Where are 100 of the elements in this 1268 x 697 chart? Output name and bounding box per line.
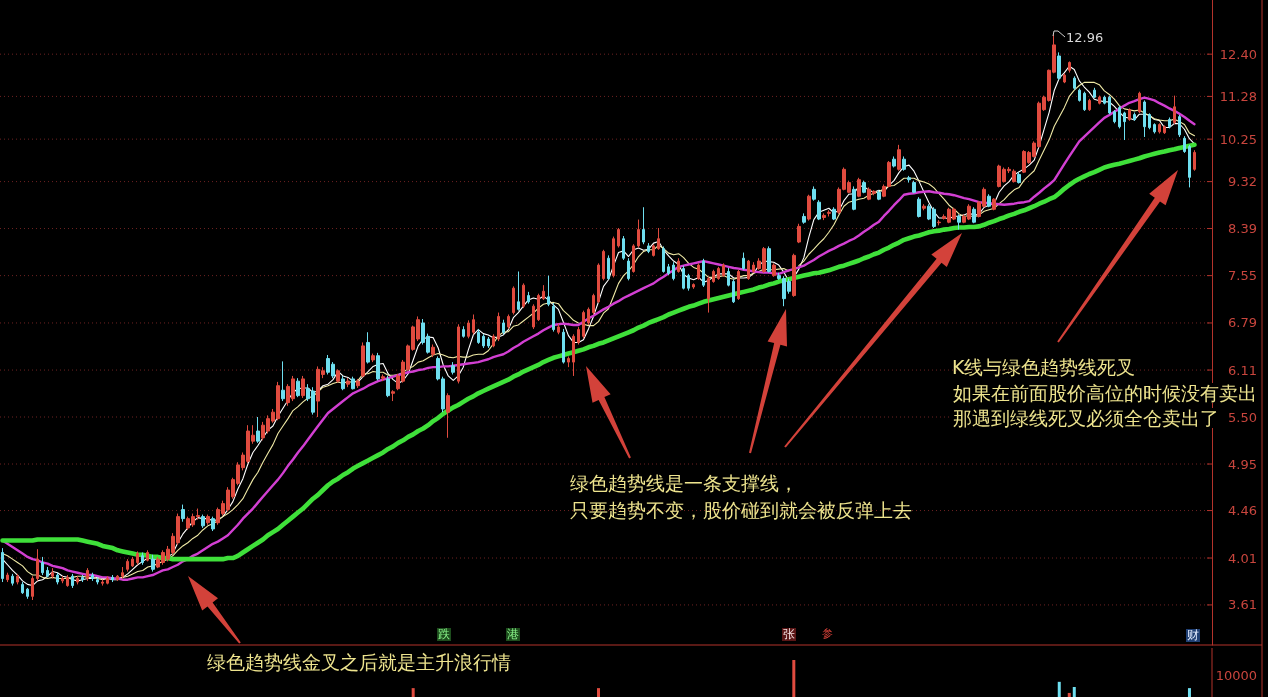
candlestick [206,514,210,526]
candlestick [792,253,796,298]
candlestick [1083,91,1086,112]
candlestick [587,306,590,326]
candlestick [897,144,901,172]
candlestick [482,333,485,349]
candlestick [807,194,811,222]
y-tick-label: 3.61 [1228,597,1257,613]
y-tick-label: 4.46 [1228,503,1257,519]
y-tick-label: 9.32 [1228,174,1257,190]
candlestick [1,547,4,583]
candlestick [46,566,49,578]
candlestick [296,377,300,398]
candlestick [1093,87,1096,99]
candlestick [1113,109,1116,124]
annotation: 跌 [437,627,451,641]
candlestick [211,516,215,532]
candlestick [141,551,144,566]
y-tick-label: 6.11 [1228,362,1257,378]
candlestick [642,206,645,245]
candlestick [732,278,735,304]
candlestick [91,572,94,582]
candlestick [937,219,941,226]
candlestick [1068,60,1071,74]
candlestick [181,504,185,523]
candlestick [512,285,515,315]
candlestick [1133,112,1136,122]
candlestick [687,273,690,292]
candlestick [371,353,375,363]
candlestick [1063,72,1066,84]
candlestick [51,567,54,580]
annotation: 12.96 [1066,30,1104,45]
candlestick [567,355,570,368]
candlestick [431,344,435,358]
candlestick [802,212,806,225]
candlestick [702,258,705,288]
candlestick [747,259,750,281]
bar [792,660,796,697]
annotation: 参 [822,627,833,640]
y-tick-label: 4.95 [1228,456,1257,472]
candlestick [36,548,39,582]
candlestick [707,276,710,314]
candlestick [892,155,896,168]
candlestick [1193,149,1196,172]
candlestick [1178,114,1181,138]
candlestick [532,303,535,330]
candlestick [301,375,305,399]
candlestick [151,554,155,573]
candlestick [1188,144,1191,188]
candlestick [522,282,525,309]
candlestick [366,331,370,365]
candlestick [11,573,14,587]
bar [1067,692,1071,697]
candlestick [66,574,69,588]
candlestick [1088,98,1091,112]
candlestick [121,566,124,580]
candlestick [547,275,550,307]
candlestick [662,245,665,274]
y-tick-label: 5.50 [1228,409,1257,425]
candlestick [527,291,530,305]
candlestick [692,282,695,290]
candlestick [71,573,74,589]
candlestick [627,257,630,281]
candlestick [902,155,906,172]
candlestick [507,314,510,330]
candlestick [607,254,610,281]
candlestick [717,266,720,281]
candlestick [1123,111,1126,141]
candlestick [1108,95,1111,115]
candlestick [1078,88,1081,103]
candlestick [577,326,580,346]
candlestick [877,189,881,201]
candlestick [912,180,916,194]
candlestick [391,389,395,402]
candlestick [487,336,490,349]
candlestick [16,573,19,585]
candlestick [722,262,725,278]
candlestick [957,213,961,231]
candlestick [852,185,856,211]
bar [1072,687,1076,697]
annotation: 绿色趋势线是一条支撑线， [570,472,798,494]
text: 10000 [1215,668,1257,683]
candlestick [582,310,585,339]
annotation: 港 [506,627,520,641]
candlestick [667,263,670,276]
candlestick [281,360,285,402]
candlestick [1057,51,1061,81]
candlestick [1012,168,1016,184]
candlestick [1148,112,1151,130]
candlestick [657,227,660,251]
bar [1057,681,1061,697]
candlestick [41,556,44,576]
candlestick [562,328,565,365]
candlestick [597,262,600,304]
candlestick [637,219,640,249]
candlestick [752,261,755,274]
candlestick [857,177,861,198]
annotation: 张 [782,627,796,641]
candlestick [917,196,921,218]
candlestick [797,223,801,244]
